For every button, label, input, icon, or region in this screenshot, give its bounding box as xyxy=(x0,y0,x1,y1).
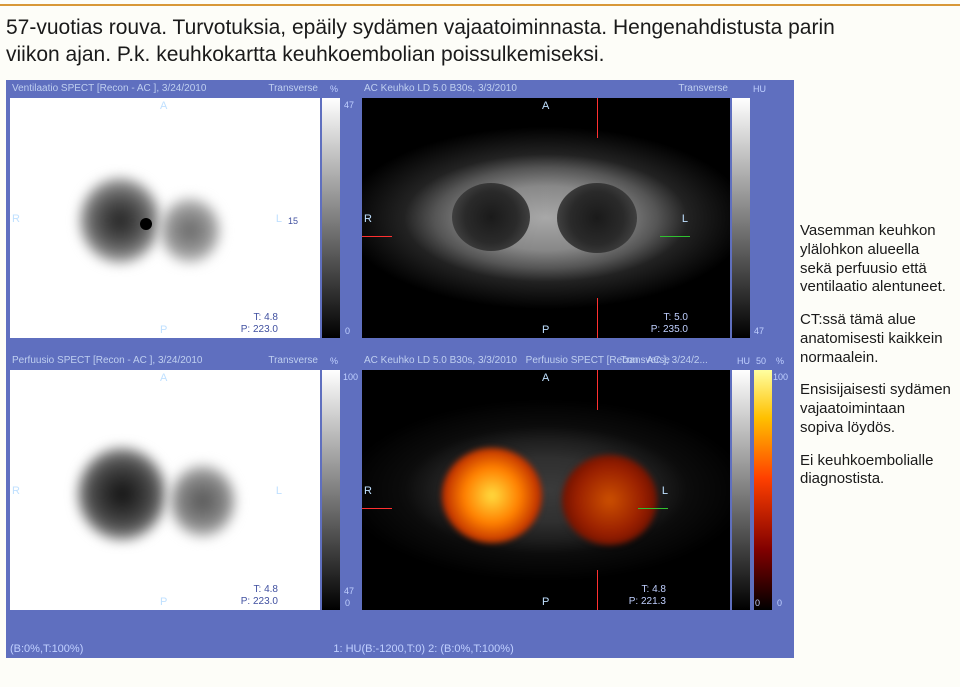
cb-hu: HU xyxy=(737,356,750,366)
page-title: 57-vuotias rouva. Turvotuksia, epäily sy… xyxy=(6,14,940,69)
cb-low2: 0 xyxy=(755,598,760,608)
cb-low: 0 xyxy=(345,326,350,336)
marker-r: R xyxy=(12,213,20,225)
orientation-label: Transverse xyxy=(678,83,728,94)
cb-pct: % xyxy=(776,356,784,366)
title-line1: 57-vuotias rouva. Turvotuksia, epäily sy… xyxy=(6,16,835,39)
cb-hu: HU xyxy=(753,84,766,94)
note-1: Vasemman keuhkon ylälohkon alueella sekä… xyxy=(800,222,952,297)
cb-pv: 100 xyxy=(773,372,788,382)
status-bar: (B:0%,T:100%) 1: HU(B:-1200,T:0) 2: (B:0… xyxy=(6,640,794,658)
marker-l: L xyxy=(682,213,688,225)
marker-a: A xyxy=(542,100,549,112)
crosshair-v2[interactable] xyxy=(597,298,598,338)
cb-low: 0 xyxy=(777,598,782,608)
colorbar-gray[interactable] xyxy=(322,98,340,338)
cb-slice: 15 xyxy=(288,216,298,226)
colorbar-hot[interactable] xyxy=(754,370,772,610)
marker-a: A xyxy=(542,372,549,384)
marker-p: P xyxy=(160,324,167,336)
crosshair-v[interactable] xyxy=(597,98,598,138)
status-seg2: 1: HU(B:-1200,T:0) 2: (B:0%,T:100%) xyxy=(333,643,513,655)
crosshair-v2[interactable] xyxy=(597,570,598,610)
panel-fused[interactable]: AC Keuhko LD 5.0 B30s, 3/3/2010 Perfuusi… xyxy=(362,370,730,610)
clinical-notes: Vasemman keuhkon ylälohkon alueella sekä… xyxy=(800,222,952,503)
colorbar-gray[interactable] xyxy=(322,370,340,610)
panel-perfusion[interactable]: Perfuusio SPECT [Recon - AC ], 3/24/2010… xyxy=(10,370,320,610)
cb-high: 47 xyxy=(344,586,354,596)
cb-huv: 50 xyxy=(756,356,766,366)
colorbar-gray[interactable] xyxy=(732,370,750,610)
slice-info: T: 4.8 P: 223.0 xyxy=(241,312,278,336)
marker-a: A xyxy=(160,100,167,112)
note-4: Ei keuhkoembolialle diagnostista. xyxy=(800,452,952,490)
marker-l: L xyxy=(276,485,282,497)
cb-high: 47 xyxy=(344,100,354,110)
cb-pct: % xyxy=(330,84,338,94)
crosshair-hg[interactable] xyxy=(638,508,668,509)
marker-p: P xyxy=(542,596,549,608)
crosshair-hg[interactable] xyxy=(660,236,690,237)
colorbar-gray[interactable] xyxy=(732,98,750,338)
cb-high: 47 xyxy=(754,326,764,336)
orientation-label: Transverse xyxy=(620,355,670,366)
marker-a: A xyxy=(160,372,167,384)
series-label: Perfuusio SPECT [Recon - AC ], 3/24/2010 xyxy=(12,355,202,366)
marker-r: R xyxy=(12,485,20,497)
marker-r: R xyxy=(364,213,372,225)
accent-bar xyxy=(0,4,960,6)
marker-p: P xyxy=(160,596,167,608)
crosshair-v[interactable] xyxy=(597,370,598,410)
series-label: AC Keuhko LD 5.0 B30s, 3/3/2010 xyxy=(364,83,517,94)
status-seg1: (B:0%,T:100%) xyxy=(10,643,83,655)
title-line2: viikon ajan. P.k. keuhkokartta keuhkoemb… xyxy=(6,43,604,66)
marker-r: R xyxy=(364,485,372,497)
orientation-label: Transverse xyxy=(268,355,318,366)
note-2: CT:ssä tämä alue anatomisesti kaikkein n… xyxy=(800,311,952,367)
series-label2: Perfuusio SPECT [Recon - AC ], 3/24/2... xyxy=(526,355,708,366)
image-viewer: Ventilaatio SPECT [Recon - AC ], 3/24/20… xyxy=(6,80,794,640)
slice-info: T: 5.0 P: 235.0 xyxy=(651,312,688,336)
cb-top: 100 xyxy=(343,372,358,382)
marker-l: L xyxy=(662,485,668,497)
series-label: Ventilaatio SPECT [Recon - AC ], 3/24/20… xyxy=(12,83,206,94)
cb-pct: % xyxy=(330,356,338,366)
orientation-label: Transverse xyxy=(268,83,318,94)
marker-l: L xyxy=(276,213,282,225)
note-3: Ensisijaisesti sydämen vajaatoimintaan s… xyxy=(800,381,952,437)
panel-ct[interactable]: AC Keuhko LD 5.0 B30s, 3/3/2010 Transver… xyxy=(362,98,730,338)
crosshair-h[interactable] xyxy=(362,508,392,509)
marker-p: P xyxy=(542,324,549,336)
panel-ventilation[interactable]: Ventilaatio SPECT [Recon - AC ], 3/24/20… xyxy=(10,98,320,338)
slice-info: T: 4.8 P: 221.3 xyxy=(629,584,666,608)
crosshair-h[interactable] xyxy=(362,236,392,237)
cb-low: 0 xyxy=(345,598,350,608)
series-label: AC Keuhko LD 5.0 B30s, 3/3/2010 xyxy=(364,355,517,366)
slice-info: T: 4.8 P: 223.0 xyxy=(241,584,278,608)
